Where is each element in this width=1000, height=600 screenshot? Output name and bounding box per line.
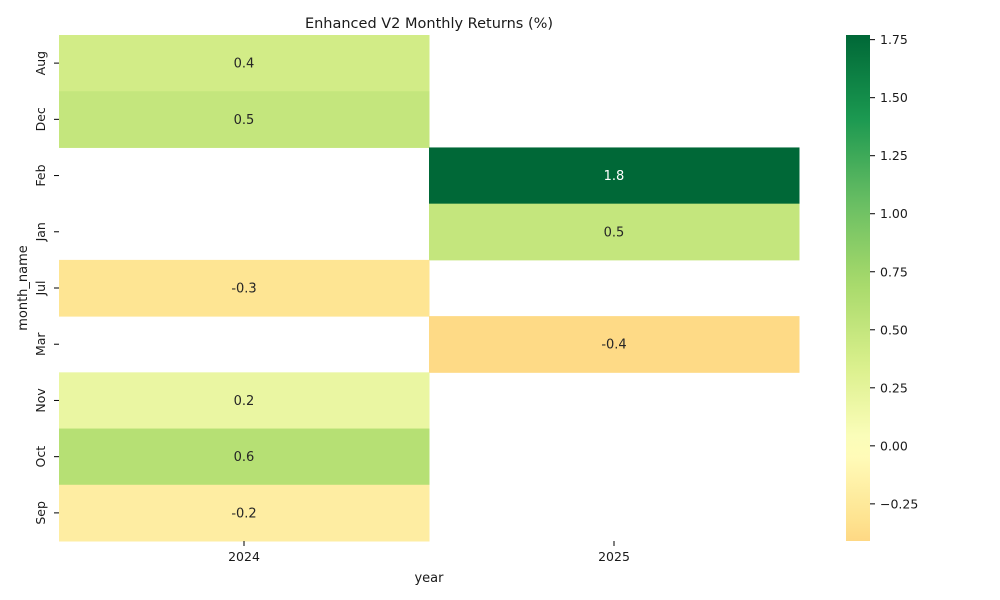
colorbar-ticks: 1.75 1.50 1.25 1.00 0.75 0.50 0.25 0.00 −0.25	[870, 32, 918, 511]
colorbar-tick-label: 1.50	[880, 90, 908, 105]
heatmap-cells	[59, 35, 800, 542]
chart-title: Enhanced V2 Monthly Returns (%)	[305, 16, 553, 32]
heatmap-annotations: 0.4 0.5 1.8 0.5 -0.3 -0.4 0.2 0.6 -0.2	[231, 57, 626, 522]
colorbar-tick-label: 0.50	[880, 322, 908, 337]
y-tick-label: Nov	[33, 388, 48, 413]
cell-annotation: 0.2	[234, 394, 255, 409]
y-tick-label: Feb	[33, 164, 48, 186]
heatmap-cell	[59, 35, 430, 92]
heatmap-cell	[429, 316, 800, 373]
y-tick-label: Jan	[33, 222, 48, 242]
colorbar-tick-label: 0.25	[880, 380, 908, 395]
heatmap-cell	[59, 259, 430, 317]
y-tick-label: Aug	[33, 51, 48, 75]
heatmap-cell	[59, 428, 430, 486]
x-tick-label: 2025	[598, 549, 630, 564]
heatmap-cell	[429, 147, 800, 205]
cell-annotation: 1.8	[604, 169, 625, 184]
heatmap-cell	[429, 203, 800, 261]
x-axis: 2024 2025	[228, 541, 630, 564]
y-axis-label: month_name	[16, 245, 31, 331]
y-tick-label: Jul	[33, 280, 48, 296]
cell-annotation: 0.4	[234, 57, 255, 72]
y-axis: Aug Dec Feb Jan Jul Mar Nov Oct Sep	[33, 51, 59, 525]
colorbar-gradient	[846, 35, 870, 541]
colorbar: 1.75 1.50 1.25 1.00 0.75 0.50 0.25 0.00 −0.25	[846, 32, 918, 541]
cell-annotation: -0.4	[601, 338, 626, 353]
colorbar-tick-label: 0.75	[880, 264, 908, 279]
heatmap-cell	[59, 484, 430, 542]
colorbar-tick-label: −0.25	[880, 496, 918, 511]
cell-annotation: -0.2	[231, 506, 256, 521]
heatmap-cell	[59, 91, 430, 148]
colorbar-tick-label: 1.25	[880, 148, 908, 163]
y-tick-label: Mar	[33, 332, 48, 356]
cell-annotation: 0.5	[234, 113, 255, 128]
colorbar-tick-label: 1.00	[880, 206, 908, 221]
x-axis-label: year	[414, 571, 444, 586]
y-tick-label: Dec	[33, 107, 48, 131]
cell-annotation: 0.5	[604, 225, 625, 240]
colorbar-tick-label: 0.00	[880, 438, 908, 453]
cell-annotation: 0.6	[234, 450, 255, 465]
cell-annotation: -0.3	[231, 282, 256, 297]
y-tick-label: Oct	[33, 446, 48, 468]
colorbar-tick-label: 1.75	[880, 32, 908, 47]
heatmap-cell	[59, 372, 430, 430]
y-tick-label: Sep	[33, 501, 48, 525]
x-tick-label: 2024	[228, 549, 260, 564]
